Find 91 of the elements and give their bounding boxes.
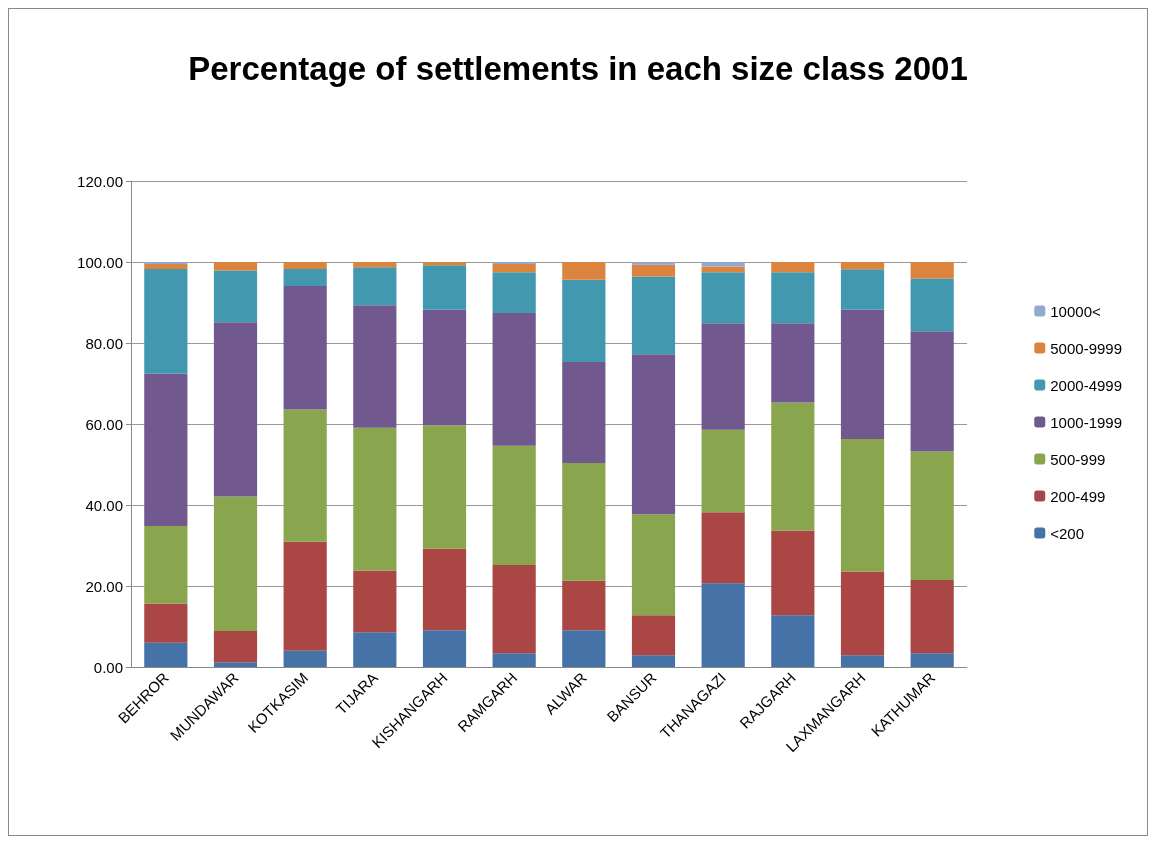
legend-label: 5000-9999 bbox=[1050, 339, 1122, 357]
bar bbox=[701, 323, 745, 430]
bar bbox=[562, 279, 606, 363]
bar bbox=[422, 425, 467, 549]
bar bbox=[910, 451, 954, 580]
bar bbox=[631, 655, 676, 667]
bar bbox=[422, 309, 467, 426]
bar bbox=[144, 642, 188, 667]
y-tick-label: 100.00 bbox=[77, 253, 123, 271]
bar bbox=[562, 262, 606, 280]
bar bbox=[562, 580, 606, 631]
bar bbox=[492, 272, 536, 314]
y-tick-label: 40.00 bbox=[85, 496, 123, 514]
bar bbox=[213, 322, 258, 497]
legend-label: 1000-1999 bbox=[1050, 413, 1122, 431]
bar bbox=[353, 267, 397, 306]
bar bbox=[771, 323, 815, 403]
bar bbox=[910, 278, 954, 332]
bar bbox=[562, 630, 606, 667]
bar bbox=[631, 262, 676, 265]
bar bbox=[283, 650, 327, 667]
bar bbox=[492, 445, 536, 565]
legend-label: 200-499 bbox=[1050, 487, 1106, 505]
y-tick-label: 20.00 bbox=[85, 577, 123, 595]
bar bbox=[492, 262, 536, 265]
bar bbox=[283, 541, 327, 651]
bar bbox=[562, 462, 606, 581]
bar bbox=[422, 265, 467, 310]
bar bbox=[492, 564, 536, 654]
bar bbox=[144, 268, 188, 374]
bar bbox=[771, 262, 815, 273]
bar bbox=[213, 270, 258, 323]
bar bbox=[353, 305, 397, 428]
bar bbox=[213, 630, 258, 663]
bar bbox=[283, 262, 327, 269]
bar bbox=[840, 655, 885, 667]
bar bbox=[353, 262, 397, 268]
bar bbox=[353, 570, 397, 633]
bar bbox=[144, 262, 188, 265]
legend-label: 2000-4999 bbox=[1050, 376, 1122, 394]
bar bbox=[840, 438, 885, 572]
bar bbox=[144, 526, 188, 604]
y-tick-label: 120.00 bbox=[77, 172, 123, 190]
y-tick-label: 0.00 bbox=[93, 658, 123, 676]
bar bbox=[701, 266, 745, 273]
bar bbox=[422, 548, 467, 631]
chart-title: Percentage of settlements in each size class 2001 bbox=[188, 50, 968, 87]
bar bbox=[283, 268, 327, 286]
bar bbox=[422, 262, 467, 266]
bar bbox=[492, 653, 536, 667]
bar bbox=[353, 632, 397, 667]
bar bbox=[771, 272, 815, 324]
bar bbox=[631, 354, 676, 515]
bar bbox=[701, 429, 745, 513]
bar bbox=[840, 309, 885, 439]
bar bbox=[771, 530, 815, 616]
bar bbox=[910, 262, 954, 279]
bar bbox=[144, 373, 188, 527]
bar bbox=[353, 427, 397, 571]
bar bbox=[213, 262, 258, 271]
bar bbox=[144, 603, 188, 643]
bar bbox=[910, 331, 954, 452]
bar bbox=[213, 662, 258, 667]
bar bbox=[771, 402, 815, 531]
bar bbox=[562, 362, 606, 463]
bar bbox=[631, 514, 676, 616]
bar bbox=[701, 512, 745, 584]
y-tick-label: 80.00 bbox=[85, 334, 123, 352]
bar bbox=[910, 653, 954, 667]
bar bbox=[631, 264, 676, 277]
bar bbox=[771, 615, 815, 667]
bar bbox=[492, 313, 536, 446]
bar bbox=[701, 262, 745, 267]
bar bbox=[701, 583, 745, 667]
legend-label: 10000< bbox=[1050, 302, 1101, 320]
bar bbox=[840, 269, 885, 310]
bar bbox=[631, 615, 676, 656]
bar bbox=[422, 630, 467, 667]
legend-label: 500-999 bbox=[1050, 450, 1106, 468]
bar bbox=[840, 571, 885, 656]
bar bbox=[631, 276, 676, 355]
bar bbox=[910, 579, 954, 654]
bar bbox=[701, 272, 745, 324]
legend-label: <200 bbox=[1050, 524, 1085, 542]
y-tick-label: 60.00 bbox=[85, 415, 123, 433]
bar bbox=[492, 264, 536, 273]
bar bbox=[283, 285, 327, 410]
bar bbox=[213, 496, 258, 631]
bar bbox=[840, 262, 885, 270]
bar bbox=[283, 409, 327, 542]
bar bbox=[144, 264, 188, 269]
